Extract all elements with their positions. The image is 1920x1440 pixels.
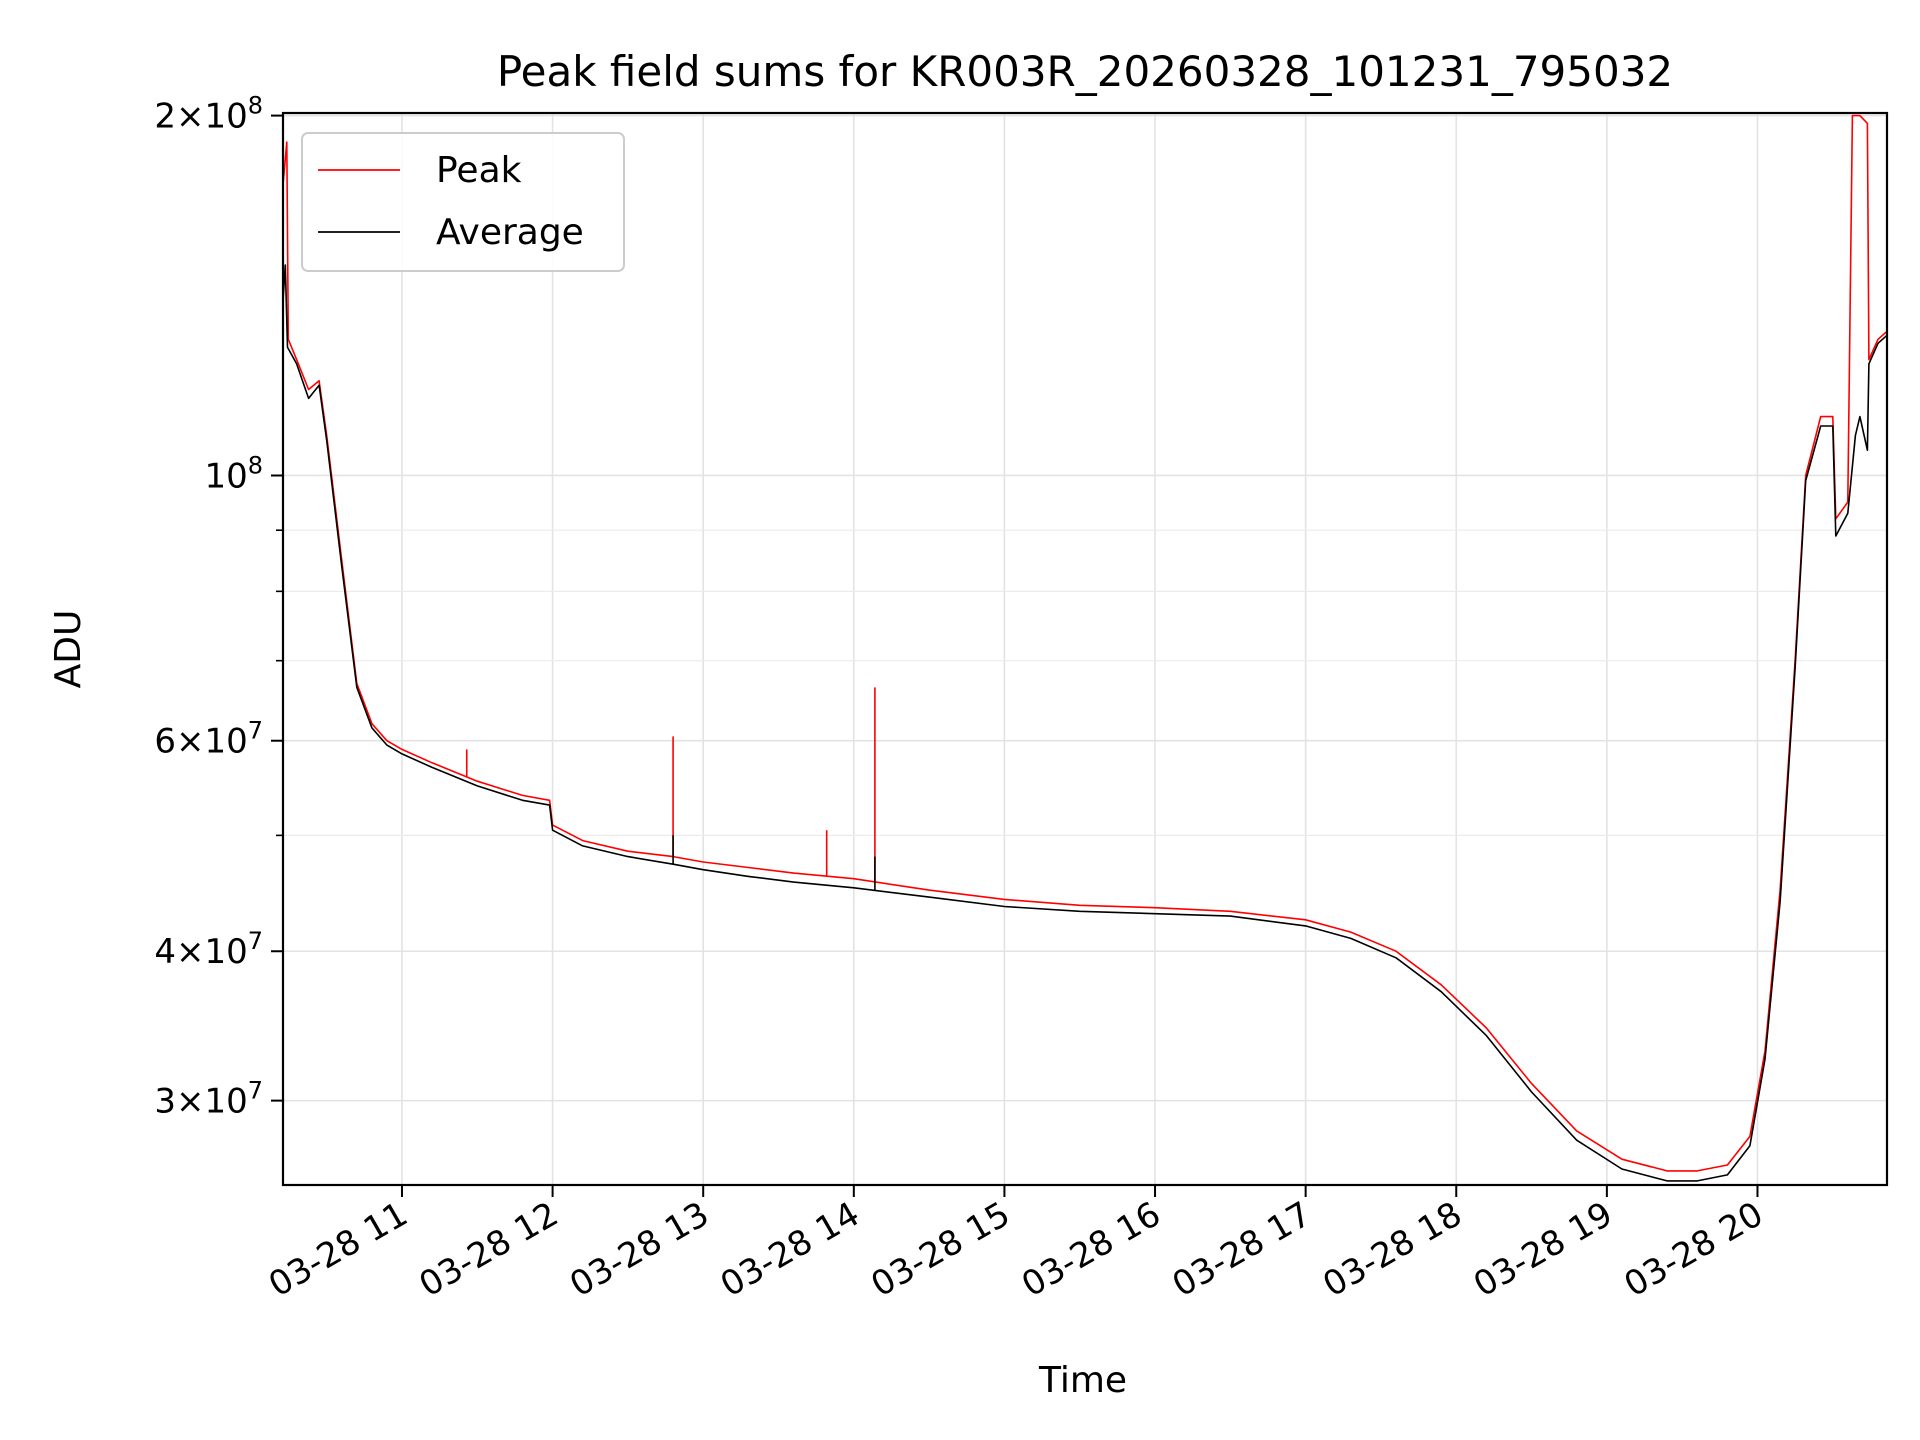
y-tick-times: ×10	[176, 722, 248, 762]
y-tick-times: ×10	[176, 932, 248, 972]
series-line-peak	[282, 114, 1888, 1172]
y-tick-mantissa: 2	[154, 97, 176, 137]
y-tick-times: ×10	[176, 97, 248, 137]
y-tick-label: 108	[204, 451, 263, 496]
y-tick-mantissa: 6	[154, 722, 176, 762]
plot-frame	[281, 111, 1889, 1187]
legend-label-average: Average	[436, 212, 584, 253]
series-line-average	[282, 264, 1888, 1182]
y-tick-label: 6×107	[154, 717, 263, 762]
chart-title: Peak field sums for KR003R_20260328_1012…	[497, 47, 1673, 96]
y-tick-label: 2×108	[154, 92, 263, 137]
legend-box	[301, 132, 625, 272]
y-tick-times: ×10	[176, 1082, 248, 1122]
y-tick-mantissa: 3	[154, 1082, 176, 1122]
legend: Peak Average	[301, 132, 625, 272]
grid	[283, 113, 1887, 1185]
y-tick-exponent: 8	[248, 92, 263, 120]
y-axis-label: ADU	[48, 610, 89, 689]
y-tick-label: 4×107	[154, 927, 263, 972]
y-tick-label: 3×107	[154, 1077, 263, 1122]
series-group	[282, 114, 1888, 1182]
y-tick-exponent: 7	[248, 1077, 263, 1105]
legend-label-peak: Peak	[436, 150, 522, 191]
y-tick-exponent: 8	[248, 451, 263, 479]
y-tick-exponent: 7	[248, 717, 263, 745]
y-tick-base: 10	[204, 456, 247, 496]
x-axis-label: Time	[1038, 1360, 1127, 1401]
y-tick-exponent: 7	[248, 927, 263, 955]
y-tick-mantissa: 4	[154, 932, 176, 972]
